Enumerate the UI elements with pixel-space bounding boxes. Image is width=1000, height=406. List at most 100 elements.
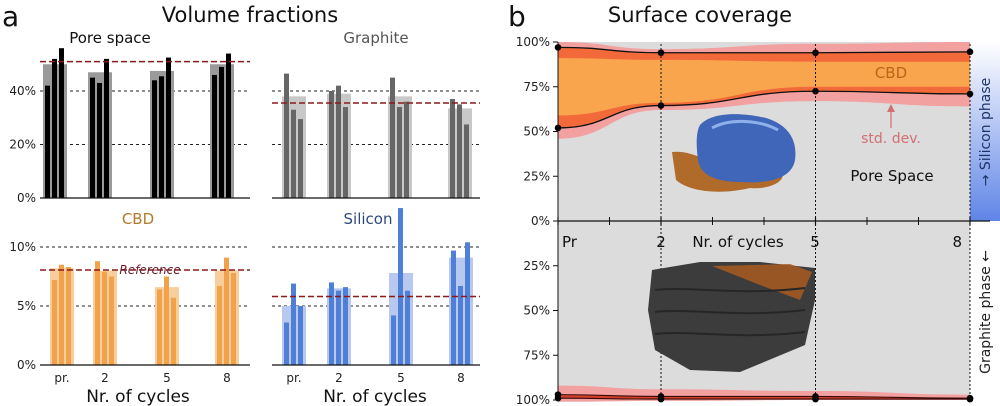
sample-bar xyxy=(166,57,171,198)
y-tick-label: 50% xyxy=(523,125,550,139)
y-tick-label: 50% xyxy=(523,304,550,318)
sample-bar xyxy=(329,91,334,198)
sample-bar xyxy=(329,282,334,365)
graphite-line xyxy=(557,397,970,400)
graphite-layer xyxy=(654,309,806,315)
y-tick-label: 5% xyxy=(17,299,36,313)
crystal-highlight xyxy=(711,119,779,132)
sample-bar xyxy=(159,76,164,198)
sample-bar xyxy=(298,119,303,198)
std-dev-arrowhead xyxy=(887,104,895,112)
sample-bar xyxy=(291,109,296,198)
graphite-particle-illustration xyxy=(648,262,815,372)
coverage-line xyxy=(557,46,971,54)
sample-bar xyxy=(464,124,469,198)
data-point xyxy=(657,395,665,403)
graphite-layer xyxy=(654,331,806,337)
y-tick-label: 25% xyxy=(523,169,550,183)
x-tick-label: 2 xyxy=(656,233,666,251)
x-tick-label: 8 xyxy=(223,371,231,385)
sample-bar xyxy=(52,280,57,365)
pore-space-title: Pore space xyxy=(69,29,151,47)
sample-bar xyxy=(284,73,289,198)
reference-label: Reference xyxy=(119,263,180,277)
data-point xyxy=(966,395,974,403)
x-tick-label: pr. xyxy=(286,371,301,385)
sample-bar xyxy=(52,58,57,199)
sample-bar xyxy=(45,85,50,198)
y-tick-label: 100% xyxy=(516,35,550,49)
coverage-line xyxy=(557,90,971,129)
cbd-xlabel: Nr. of cycles xyxy=(86,387,190,406)
graphite-layer xyxy=(654,287,806,293)
sample-bar xyxy=(152,80,157,198)
y-tick-label: 100% xyxy=(516,393,550,406)
silicon-crystal xyxy=(696,114,796,183)
sample-bar xyxy=(404,101,409,198)
sample-bar xyxy=(391,315,396,365)
graphite-chart xyxy=(272,73,480,199)
x-tick-label: 2 xyxy=(335,371,343,385)
sample-bar xyxy=(59,48,64,199)
silicon-xlabel: Nr. of cycles xyxy=(323,387,427,406)
x-tick-label: 5 xyxy=(163,371,171,385)
sample-bar xyxy=(465,242,470,365)
sample-bar xyxy=(343,287,348,365)
sample-bar xyxy=(390,77,395,198)
x-tick-label: pr. xyxy=(54,371,69,385)
sample-bar xyxy=(217,285,222,365)
sample-bar xyxy=(59,264,64,365)
pore-space-chart: 0% 20% 40% xyxy=(9,48,250,205)
y-tick-label: 75% xyxy=(523,80,550,94)
sample-bar xyxy=(458,285,463,365)
graphite-line xyxy=(557,394,971,399)
y-tick-label: 0% xyxy=(17,358,36,372)
panel-b-title: Surface coverage xyxy=(608,3,792,27)
sample-bar xyxy=(224,257,229,365)
y-tick-label: 10% xyxy=(9,240,36,254)
sample-bar xyxy=(171,297,176,365)
panel-b-label: b xyxy=(508,0,526,33)
panel-a-label: a xyxy=(2,0,19,33)
sample-bar xyxy=(212,74,217,198)
y-tick-label: 0% xyxy=(531,214,550,228)
sample-bar xyxy=(451,250,456,365)
sample-bar xyxy=(398,208,403,365)
y-tick-label: 40% xyxy=(9,84,36,98)
sample-bar xyxy=(336,85,341,198)
x-axis-label: Nr. of cycles xyxy=(692,233,784,251)
data-point xyxy=(812,87,819,95)
y-tick-label: 0% xyxy=(17,191,36,205)
sample-bar xyxy=(104,58,109,199)
surface-coverage-chart: 0% 25% 50% 75% 100% 25% 50% 75% 100% Pr 2 5 8 Nr. of … xyxy=(516,35,1000,406)
sample-bar xyxy=(164,276,169,365)
sample-bar xyxy=(95,261,100,365)
cbd-on-graphite xyxy=(712,264,812,300)
sample-bar xyxy=(66,267,71,365)
silicon-chart: pr. 2 5 8 xyxy=(272,208,480,385)
x-tick-label: 5 xyxy=(810,233,820,251)
x-tick-label: 8 xyxy=(952,233,962,251)
sample-bar xyxy=(457,104,462,198)
x-tick-label: 2 xyxy=(101,371,109,385)
silicon-phase-bar xyxy=(970,42,1000,221)
graphite-title: Graphite xyxy=(343,29,408,47)
data-point xyxy=(966,48,974,56)
data-point xyxy=(812,395,819,403)
sample-bar xyxy=(231,272,236,365)
y-tick-label: 25% xyxy=(523,259,550,273)
sample-bar xyxy=(219,66,224,198)
sample-bar xyxy=(397,107,402,198)
sample-bar xyxy=(291,283,296,365)
sample-bar xyxy=(405,290,410,365)
cbd-title: CBD xyxy=(122,210,154,228)
sample-bar xyxy=(102,271,107,365)
silicon-phase-label: → Silicon phase xyxy=(978,78,994,187)
sample-bar xyxy=(298,306,303,365)
y-tick-label: 20% xyxy=(9,138,36,152)
std-dev-label: std. dev. xyxy=(861,131,921,147)
y-tick-label: 75% xyxy=(523,348,550,362)
sample-bar xyxy=(450,99,455,198)
sample-bar xyxy=(284,322,289,365)
